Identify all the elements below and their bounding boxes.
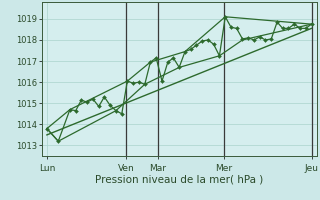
X-axis label: Pression niveau de la mer( hPa ): Pression niveau de la mer( hPa ) <box>95 174 263 184</box>
